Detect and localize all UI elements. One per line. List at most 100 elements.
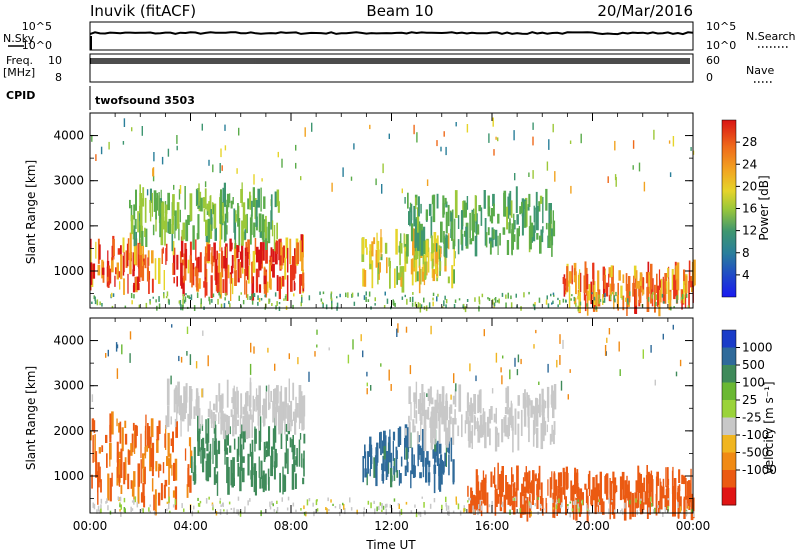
echo-cell <box>491 298 494 305</box>
echo-cell <box>225 213 227 242</box>
echo-cell <box>622 480 625 500</box>
echo-cell <box>172 490 176 498</box>
echo-cell <box>198 278 201 289</box>
echo-cell <box>288 378 290 403</box>
echo-cell <box>666 485 669 493</box>
echo-cell <box>683 498 686 519</box>
echo-cell <box>184 186 186 210</box>
echo-cell <box>232 197 234 205</box>
echo-cell <box>562 467 565 495</box>
echo-cell <box>401 188 403 194</box>
echo-cell <box>198 434 200 445</box>
echo-cell <box>164 220 166 246</box>
echo-cell <box>251 451 254 476</box>
echo-cell <box>326 508 328 514</box>
echo-cell <box>431 195 434 205</box>
echo-cell <box>451 212 453 222</box>
echo-cell <box>237 462 240 477</box>
echo-cell <box>664 273 667 284</box>
power-colorbar-tick-label: 28 <box>742 135 757 149</box>
echo-cell <box>514 408 517 435</box>
echo-cell <box>253 293 256 297</box>
echo-cell <box>189 255 192 283</box>
echo-cell <box>140 433 142 459</box>
echo-cell <box>377 240 380 263</box>
echo-cell <box>457 425 460 437</box>
power-colorbar <box>721 119 737 298</box>
echo-cell <box>237 509 240 516</box>
echo-cell <box>204 279 206 298</box>
echo-cell <box>416 232 420 251</box>
echo-cell <box>223 509 225 512</box>
echo-cell <box>474 195 477 221</box>
echo-cell <box>638 300 641 307</box>
echo-cell <box>583 275 587 293</box>
echo-cell <box>152 296 154 299</box>
echo-cell <box>187 215 190 225</box>
echo-cell <box>452 459 455 483</box>
echo-cell <box>375 178 377 186</box>
echo-cell <box>608 273 610 288</box>
echo-cell <box>440 146 442 152</box>
echo-cell <box>413 454 415 475</box>
echo-cell <box>258 398 260 406</box>
echo-cell <box>92 435 94 463</box>
echo-cell <box>242 456 245 463</box>
echo-cell <box>180 282 184 289</box>
echo-cell <box>139 217 141 243</box>
echo-cell <box>95 451 98 478</box>
echo-cell <box>435 263 438 275</box>
echo-cell <box>693 259 696 286</box>
echo-cell <box>552 429 555 445</box>
echo-cell <box>669 172 672 177</box>
echo-cell <box>127 473 130 490</box>
echo-cell <box>521 504 525 515</box>
echo-cell <box>224 414 227 422</box>
echo-cell <box>109 477 112 502</box>
echo-cell <box>654 284 656 313</box>
echo-cell <box>416 132 418 143</box>
echo-cell <box>295 144 297 151</box>
echo-cell <box>676 265 678 290</box>
echo-cell <box>664 495 667 508</box>
echo-cell <box>278 302 281 305</box>
echo-cell <box>258 213 262 233</box>
echo-cell <box>304 127 306 137</box>
echo-cell <box>497 462 499 490</box>
echo-cell <box>376 442 379 463</box>
echo-cell <box>149 504 151 507</box>
echo-cell <box>547 363 549 373</box>
echo-cell <box>222 279 225 293</box>
echo-cell <box>163 270 165 291</box>
echo-cell <box>224 297 226 301</box>
echo-cell <box>149 199 151 213</box>
echo-cell <box>494 426 498 452</box>
echo-cell <box>275 305 277 310</box>
echo-cell <box>375 460 378 487</box>
echo-cell <box>174 418 177 428</box>
echo-cell <box>180 409 182 437</box>
echo-cell <box>296 403 299 418</box>
echo-cell <box>532 303 535 307</box>
echo-cell <box>560 472 562 487</box>
echo-cell <box>285 424 288 432</box>
echo-cell <box>622 295 625 311</box>
x-tick-label: 20:00 <box>575 519 610 533</box>
echo-cell <box>598 294 600 298</box>
echo-cell <box>412 419 415 433</box>
echo-cell <box>664 508 667 513</box>
echo-cell <box>417 302 420 308</box>
echo-cell <box>106 498 108 503</box>
echo-cell <box>141 261 145 281</box>
echo-cell <box>469 238 473 245</box>
echo-cell <box>148 507 150 512</box>
echo-cell <box>164 479 168 487</box>
echo-cell <box>192 225 195 250</box>
echo-cell <box>191 510 194 517</box>
echo-cell <box>445 146 447 156</box>
echo-cell <box>641 482 644 503</box>
echo-cell <box>167 148 170 157</box>
echo-cell <box>423 425 427 451</box>
echo-cell <box>193 406 196 419</box>
echo-cell <box>208 451 212 478</box>
